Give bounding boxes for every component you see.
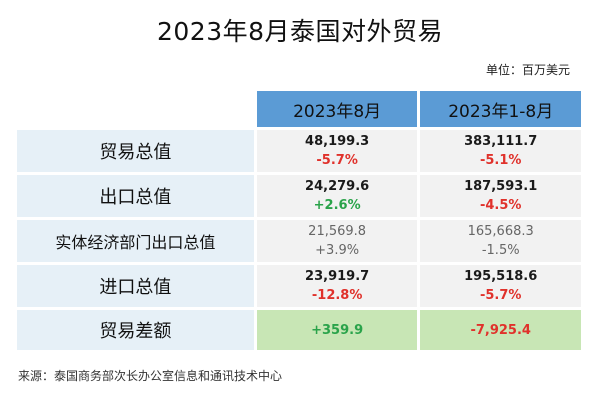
value-cell: 48,199.3 -5.7% — [256, 130, 418, 172]
change: +2.6% — [313, 198, 361, 213]
row-label: 实体经济部门出口总值 — [17, 220, 254, 262]
value: 165,668.3 — [467, 224, 534, 239]
change: -4.5% — [479, 198, 522, 213]
table-row: 实体经济部门出口总值 21,569.8 +3.9% 165,668.3 -1.5… — [17, 220, 581, 262]
value-cell: 21,569.8 +3.9% — [256, 220, 418, 262]
value: 21,569.8 — [308, 224, 367, 239]
value-cell: 24,279.6 +2.6% — [256, 175, 418, 217]
value: 195,518.6 — [464, 269, 538, 284]
table-row: 出口总值 24,279.6 +2.6% 187,593.1 -4.5% — [17, 175, 581, 217]
value: 383,111.7 — [464, 134, 538, 149]
change: +3.9% — [315, 243, 360, 258]
row-label: 出口总值 — [17, 175, 254, 217]
change: -1.5% — [481, 243, 520, 258]
column-header-jan-aug: 2023年1-8月 — [420, 91, 581, 127]
unit-note: 单位：百万美元 — [485, 63, 570, 77]
source-note: 来源：泰国商务部次长办公室信息和通讯技术中心 — [18, 369, 283, 383]
header-blank — [17, 91, 254, 127]
value: 48,199.3 — [305, 134, 370, 149]
value-cell: 187,593.1 -4.5% — [420, 175, 581, 217]
page-title: 2023年8月泰国对外贸易 — [156, 17, 444, 46]
value-cell: 23,919.7 -12.8% — [256, 265, 418, 307]
change: -5.1% — [479, 153, 522, 168]
change: -5.7% — [316, 153, 358, 168]
table-row: 贸易差额 +359.9 -7,925.4 — [17, 310, 581, 350]
column-header-aug: 2023年8月 — [256, 91, 418, 127]
balance-cell: -7,925.4 — [420, 310, 581, 350]
row-label: 进口总值 — [17, 265, 254, 307]
header-row: 2023年8月 2023年1-8月 — [17, 91, 581, 127]
change: -12.8% — [311, 288, 363, 303]
table-row: 贸易总值 48,199.3 -5.7% 383,111.7 -5.1% — [17, 130, 581, 172]
table-row: 进口总值 23,919.7 -12.8% 195,518.6 -5.7% — [17, 265, 581, 307]
value: 23,919.7 — [305, 269, 370, 284]
row-label: 贸易总值 — [17, 130, 254, 172]
value-cell: 165,668.3 -1.5% — [420, 220, 581, 262]
value-cell: 383,111.7 -5.1% — [420, 130, 581, 172]
value: 187,593.1 — [464, 179, 538, 194]
trade-table: 2023年8月 2023年1-8月 贸易总值 48,199.3 -5.7% 38… — [14, 88, 584, 353]
value: 24,279.6 — [305, 179, 370, 194]
balance-cell: +359.9 — [256, 310, 418, 350]
change: -5.7% — [479, 288, 522, 303]
row-label: 贸易差额 — [17, 310, 254, 350]
value-cell: 195,518.6 -5.7% — [420, 265, 581, 307]
